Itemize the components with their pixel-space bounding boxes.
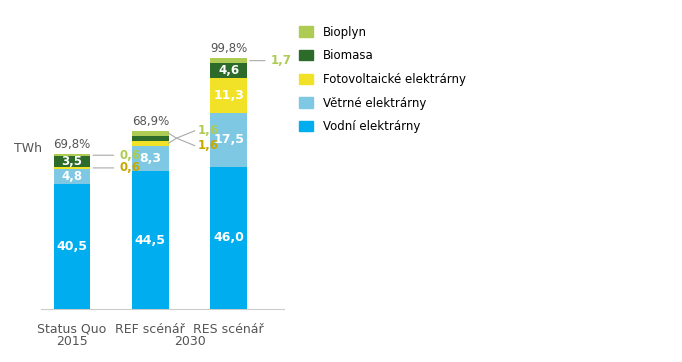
Text: 8,3: 8,3	[139, 152, 162, 165]
Text: 11,3: 11,3	[213, 89, 244, 101]
Bar	[211, 77, 247, 113]
Text: Status Quo: Status Quo	[38, 323, 106, 336]
Text: 99,8%: 99,8%	[210, 42, 248, 55]
Text: 4,6: 4,6	[218, 64, 239, 77]
Bar	[54, 167, 90, 169]
Bar	[132, 146, 168, 171]
Text: TWh: TWh	[14, 142, 42, 155]
Text: 2030: 2030	[174, 335, 205, 348]
Text: 1,6: 1,6	[197, 139, 218, 152]
Text: 17,5: 17,5	[213, 133, 244, 146]
Text: REF scénář: REF scénář	[115, 323, 186, 336]
Bar	[211, 113, 247, 167]
Text: 1,7: 1,7	[271, 54, 291, 67]
Bar	[132, 136, 168, 141]
Bar	[132, 141, 168, 146]
Bar	[54, 156, 90, 167]
Text: 4,8: 4,8	[61, 170, 83, 183]
Bar	[211, 167, 247, 309]
Text: 3,5: 3,5	[61, 155, 83, 168]
Bar	[54, 169, 90, 184]
Legend: Bioplyn, Biomasa, Fotovoltaické elektrárny, Větrné elektrárny, Vodní elektrárny: Bioplyn, Biomasa, Fotovoltaické elektrár…	[294, 21, 471, 138]
Text: 40,5: 40,5	[57, 240, 87, 253]
Text: 46,0: 46,0	[213, 231, 244, 244]
Text: 0,6: 0,6	[119, 161, 140, 174]
Bar	[211, 63, 247, 77]
Text: 1,6: 1,6	[197, 124, 218, 137]
Text: 44,5: 44,5	[135, 234, 166, 247]
Bar	[54, 184, 90, 309]
Bar	[54, 154, 90, 156]
Text: 68,9%: 68,9%	[132, 115, 169, 128]
Text: RES scénář: RES scénář	[194, 323, 264, 336]
Bar	[132, 171, 168, 309]
Text: 2015: 2015	[56, 335, 88, 348]
Bar	[211, 58, 247, 63]
Bar	[132, 131, 168, 136]
Text: 0,6: 0,6	[119, 149, 140, 162]
Text: 69,8%: 69,8%	[53, 138, 91, 151]
